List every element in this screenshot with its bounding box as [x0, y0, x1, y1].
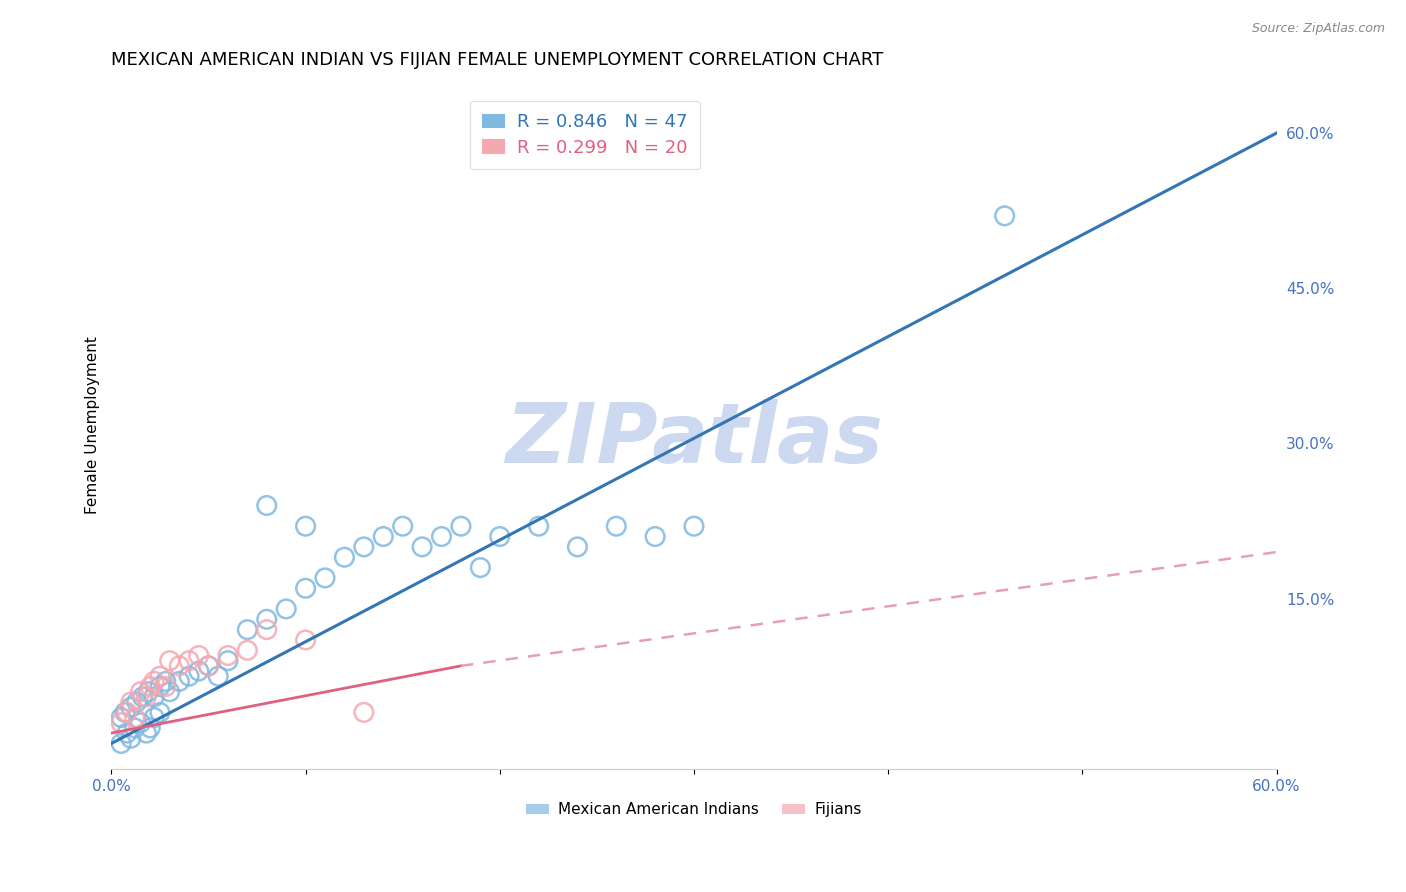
Point [411, 540, 433, 554]
Point [169, 674, 191, 689]
Point [373, 529, 395, 543]
Point [294, 632, 316, 647]
Point [605, 519, 627, 533]
Point [567, 540, 589, 554]
Point [143, 690, 166, 704]
Point [187, 648, 209, 663]
Point [129, 684, 152, 698]
Point [294, 519, 316, 533]
Point [256, 612, 278, 626]
Point [110, 710, 132, 724]
Point [391, 519, 413, 533]
Point [197, 658, 219, 673]
Point [256, 499, 278, 513]
Point [143, 674, 166, 689]
Point [115, 706, 138, 720]
Point [527, 519, 550, 533]
Point [139, 721, 162, 735]
Point [197, 658, 219, 673]
Point [120, 731, 142, 746]
Point [124, 721, 146, 735]
Point [139, 680, 162, 694]
Point [110, 736, 132, 750]
Point [333, 550, 356, 565]
Point [149, 706, 172, 720]
Point [187, 664, 209, 678]
Point [683, 519, 706, 533]
Point [217, 648, 239, 663]
Point [135, 726, 157, 740]
Point [120, 695, 142, 709]
Point [236, 643, 259, 657]
Point [314, 571, 336, 585]
Point [143, 710, 166, 724]
Point [644, 529, 666, 543]
Point [470, 560, 492, 574]
Point [159, 684, 181, 698]
Text: ZIPatlas: ZIPatlas [505, 399, 883, 480]
Point [217, 654, 239, 668]
Point [131, 690, 153, 704]
Legend: Mexican American Indians, Fijians: Mexican American Indians, Fijians [520, 797, 868, 823]
Point [177, 654, 200, 668]
Point [256, 623, 278, 637]
Point [155, 674, 177, 689]
Point [115, 726, 138, 740]
Point [159, 654, 181, 668]
Point [353, 706, 375, 720]
Point [155, 680, 177, 694]
Point [125, 695, 148, 709]
Point [136, 684, 159, 698]
Text: Source: ZipAtlas.com: Source: ZipAtlas.com [1251, 22, 1385, 36]
Point [124, 710, 146, 724]
Point [488, 529, 510, 543]
Point [276, 602, 298, 616]
Y-axis label: Female Unemployment: Female Unemployment [86, 336, 100, 515]
Point [114, 706, 136, 720]
Point [120, 700, 142, 714]
Point [129, 715, 152, 730]
Point [207, 669, 229, 683]
Point [135, 690, 157, 704]
Point [353, 540, 375, 554]
Point [149, 669, 172, 683]
Text: MEXICAN AMERICAN INDIAN VS FIJIAN FEMALE UNEMPLOYMENT CORRELATION CHART: MEXICAN AMERICAN INDIAN VS FIJIAN FEMALE… [111, 51, 883, 69]
Point [450, 519, 472, 533]
Point [177, 669, 200, 683]
Point [994, 209, 1017, 223]
Point [149, 680, 172, 694]
Point [110, 715, 132, 730]
Point [236, 623, 259, 637]
Point [294, 581, 316, 595]
Point [169, 658, 191, 673]
Point [430, 529, 453, 543]
